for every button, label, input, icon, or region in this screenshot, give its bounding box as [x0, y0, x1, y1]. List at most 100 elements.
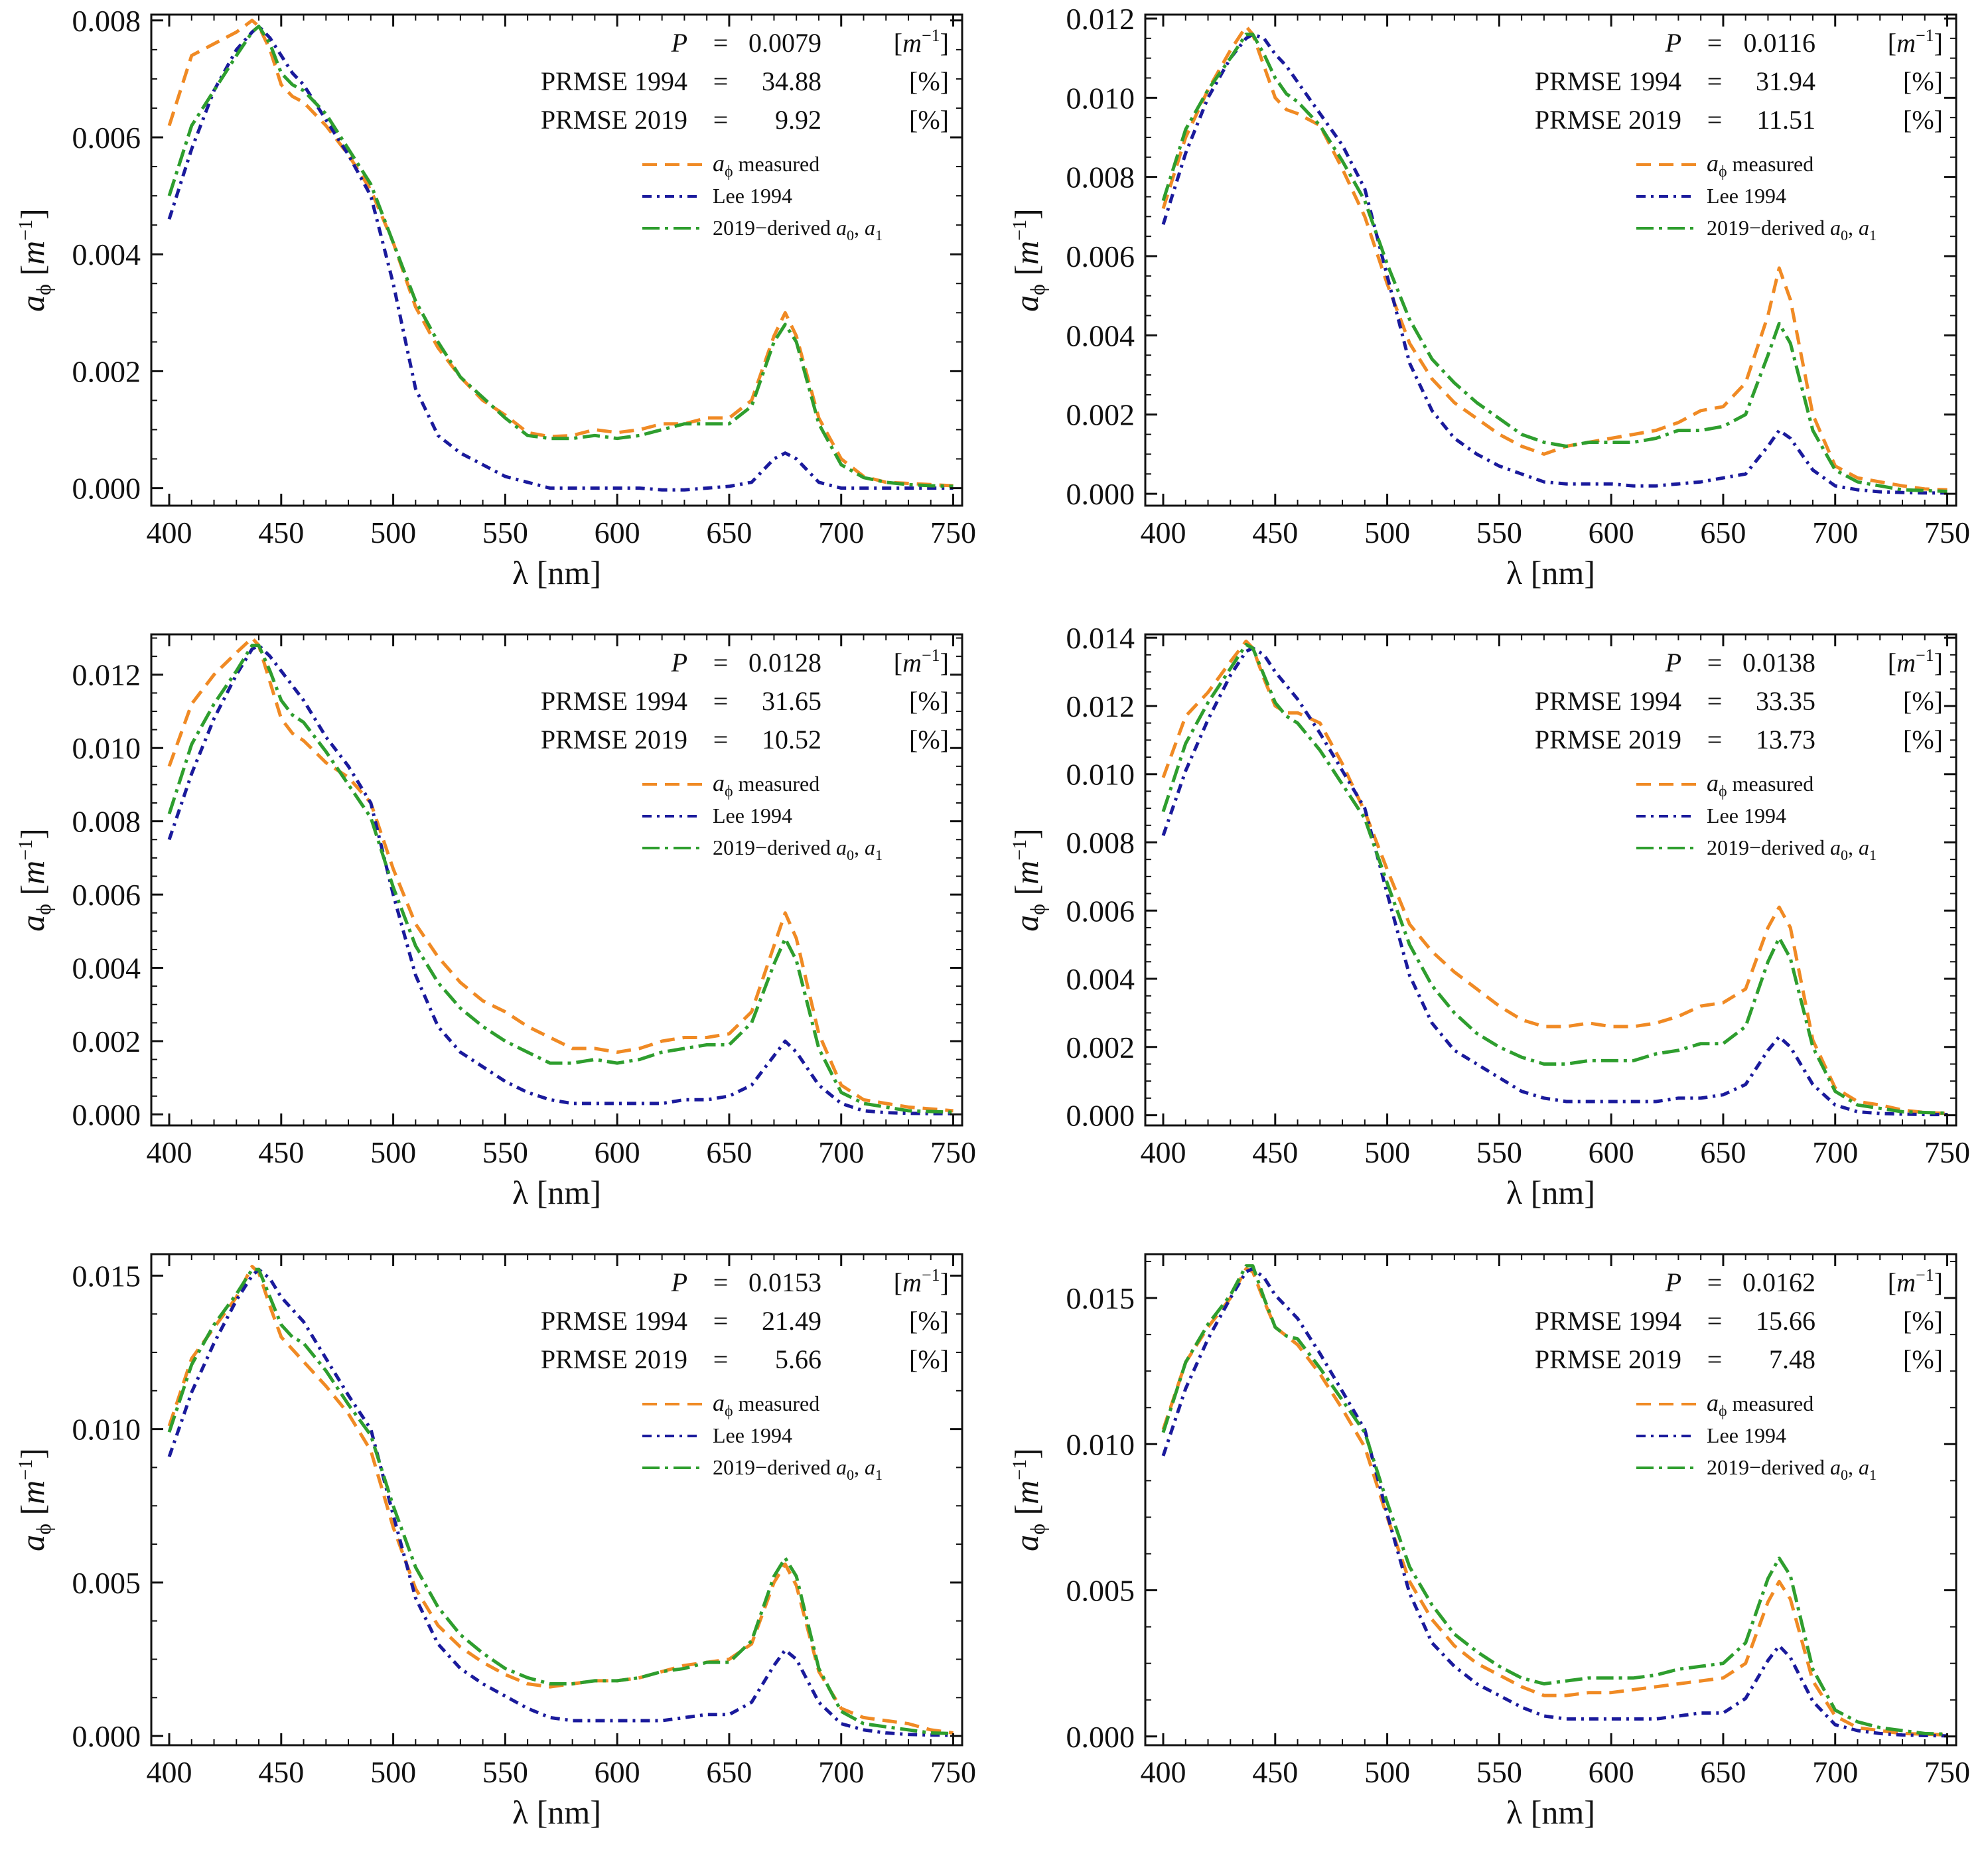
legend-sub: 0 [1841, 1467, 1848, 1483]
y-axis-label-sub: ϕ [1025, 904, 1049, 915]
stat-unit: [%] [909, 105, 949, 135]
legend-label-measured: aϕ measured [713, 770, 819, 800]
legend-text: 2019−derived [1707, 216, 1830, 240]
legend-symbol: a [1830, 1455, 1841, 1479]
stat-value: 5.66 [775, 1344, 821, 1374]
plot-frame [150, 633, 963, 1127]
stat-label: P [671, 648, 687, 678]
y-axis-label-bracket: ] [14, 1448, 51, 1459]
y-tick-label: 0.010 [72, 1413, 141, 1447]
plot-frame [1144, 1253, 1957, 1747]
y-tick-label: 0.004 [72, 238, 141, 271]
y-tick-label: 0.012 [72, 658, 141, 692]
stat-unit: [%] [1903, 1344, 1943, 1374]
legend-label-measured: aϕ measured [713, 1390, 819, 1420]
y-tick-label: 0.000 [1066, 477, 1135, 511]
stat-unit-m: m [1896, 28, 1916, 58]
y-tick-label: 0.002 [1066, 398, 1135, 432]
y-tick-label: 0.010 [72, 731, 141, 765]
stat-label: P [671, 1267, 687, 1297]
stat-label: PRMSE 2019 [541, 105, 687, 135]
y-axis-label-symbol: a [14, 295, 51, 312]
plot-frame [1144, 633, 1957, 1127]
legend-label-derived: 2019−derived a0, a1 [1707, 835, 1877, 863]
legend-label-lee: Lee 1994 [713, 804, 792, 827]
stat-equals: = [1707, 725, 1723, 754]
stat-equals: = [713, 686, 729, 716]
stat-equals: = [1707, 1344, 1723, 1374]
x-tick-label: 600 [595, 1755, 640, 1789]
y-axis-label-exp: −1 [15, 839, 36, 861]
x-tick-label: 700 [1812, 1135, 1858, 1169]
y-tick-label: 0.004 [1066, 962, 1135, 996]
stat-unit-bracket: [ [894, 648, 902, 678]
y-axis-label-exp: −1 [1009, 1459, 1030, 1480]
stat-equals: = [1707, 28, 1723, 58]
stat-equals: = [713, 28, 729, 58]
series-group [1161, 639, 1948, 1117]
x-tick-label: 650 [1700, 1755, 1746, 1789]
y-axis-label-bracket: ] [1008, 828, 1045, 839]
stat-label: PRMSE 2019 [1535, 725, 1681, 754]
legend-text: 2019−derived [713, 835, 836, 859]
x-tick-label: 400 [1141, 516, 1186, 549]
stat-equals: = [1707, 1306, 1723, 1336]
y-tick-label: 0.000 [72, 472, 141, 506]
y-axis-label-bracket: ] [1008, 208, 1045, 220]
stat-label: PRMSE 1994 [1535, 66, 1681, 96]
legend-text: 2019−derived [713, 1455, 836, 1479]
y-tick-label: 0.010 [1066, 81, 1135, 115]
y-axis-label-sub: ϕ [1025, 1524, 1049, 1535]
stat-unit-bracket: [ [894, 28, 902, 58]
stat-value: 13.73 [1756, 725, 1815, 754]
legend-label-measured: aϕ measured [1707, 770, 1813, 800]
y-tick-label: 0.002 [72, 354, 141, 388]
series-group [1161, 1264, 1948, 1738]
legend-sep: , [854, 835, 865, 859]
x-tick-label: 500 [370, 516, 416, 549]
y-axis-label-bracket: ] [14, 208, 51, 220]
legend-text: measured [733, 772, 820, 796]
x-tick-label: 700 [1812, 1755, 1858, 1789]
y-tick-label: 0.015 [72, 1259, 141, 1293]
y-axis-label-symbol: a [1008, 295, 1045, 312]
stat-unit-exp: −1 [1916, 1265, 1934, 1285]
y-axis-label-bracket: ] [1008, 1448, 1045, 1459]
x-tick-label: 500 [1364, 516, 1410, 549]
y-axis-label-symbol: a [14, 915, 51, 932]
y-axis-label-symbol: a [1008, 915, 1045, 932]
chart-svg: 400 450 500 550 600 650 700 750 0.000 0.002 0.004 0… [14, 633, 976, 1211]
x-tick-label: 750 [930, 1755, 976, 1789]
legend-label-derived: 2019−derived a0, a1 [713, 835, 883, 863]
series-line-2019-derived-a0-a1 [1161, 642, 1948, 1115]
stat-unit-m: m [902, 28, 922, 58]
stat-unit: [%] [909, 725, 949, 754]
stat-label: PRMSE 1994 [541, 66, 687, 96]
legend-sub: ϕ [1719, 163, 1727, 180]
legend-label-measured: aϕ measured [713, 150, 819, 180]
x-tick-label: 400 [147, 1755, 192, 1789]
stat-label: PRMSE 1994 [541, 686, 687, 716]
x-tick-label: 750 [930, 516, 976, 549]
legend-symbol: a [1830, 216, 1841, 240]
stat-unit-bracket: ] [1934, 1267, 1943, 1297]
legend-label-measured: aϕ measured [1707, 150, 1813, 180]
x-tick-label: 400 [1141, 1135, 1186, 1169]
stat-unit-m: m [1896, 648, 1916, 678]
stat-unit-m: m [902, 648, 922, 678]
y-tick-label: 0.008 [72, 805, 141, 839]
legend-symbol: a [836, 216, 847, 240]
stat-unit: [%] [1903, 66, 1943, 96]
x-tick-label: 500 [370, 1755, 416, 1789]
chart-panel-top-right: 400 450 500 550 600 650 700 750 0.000 0.002 0.004 0… [994, 0, 1988, 620]
chart-panel-middle-right: 400 450 500 550 600 650 700 750 0.000 0.002 0.004 0… [994, 620, 1988, 1240]
stat-label: PRMSE 2019 [541, 725, 687, 754]
series-line-lee-1994 [1161, 33, 1948, 495]
legend-text: measured [1727, 772, 1814, 796]
legend-symbol: a [865, 1455, 875, 1479]
legend-symbol: a [1707, 770, 1719, 796]
stat-equals: = [1707, 648, 1723, 678]
stat-unit-exp: −1 [922, 646, 940, 665]
y-tick-label: 0.008 [1066, 161, 1135, 194]
stat-equals: = [713, 648, 729, 678]
